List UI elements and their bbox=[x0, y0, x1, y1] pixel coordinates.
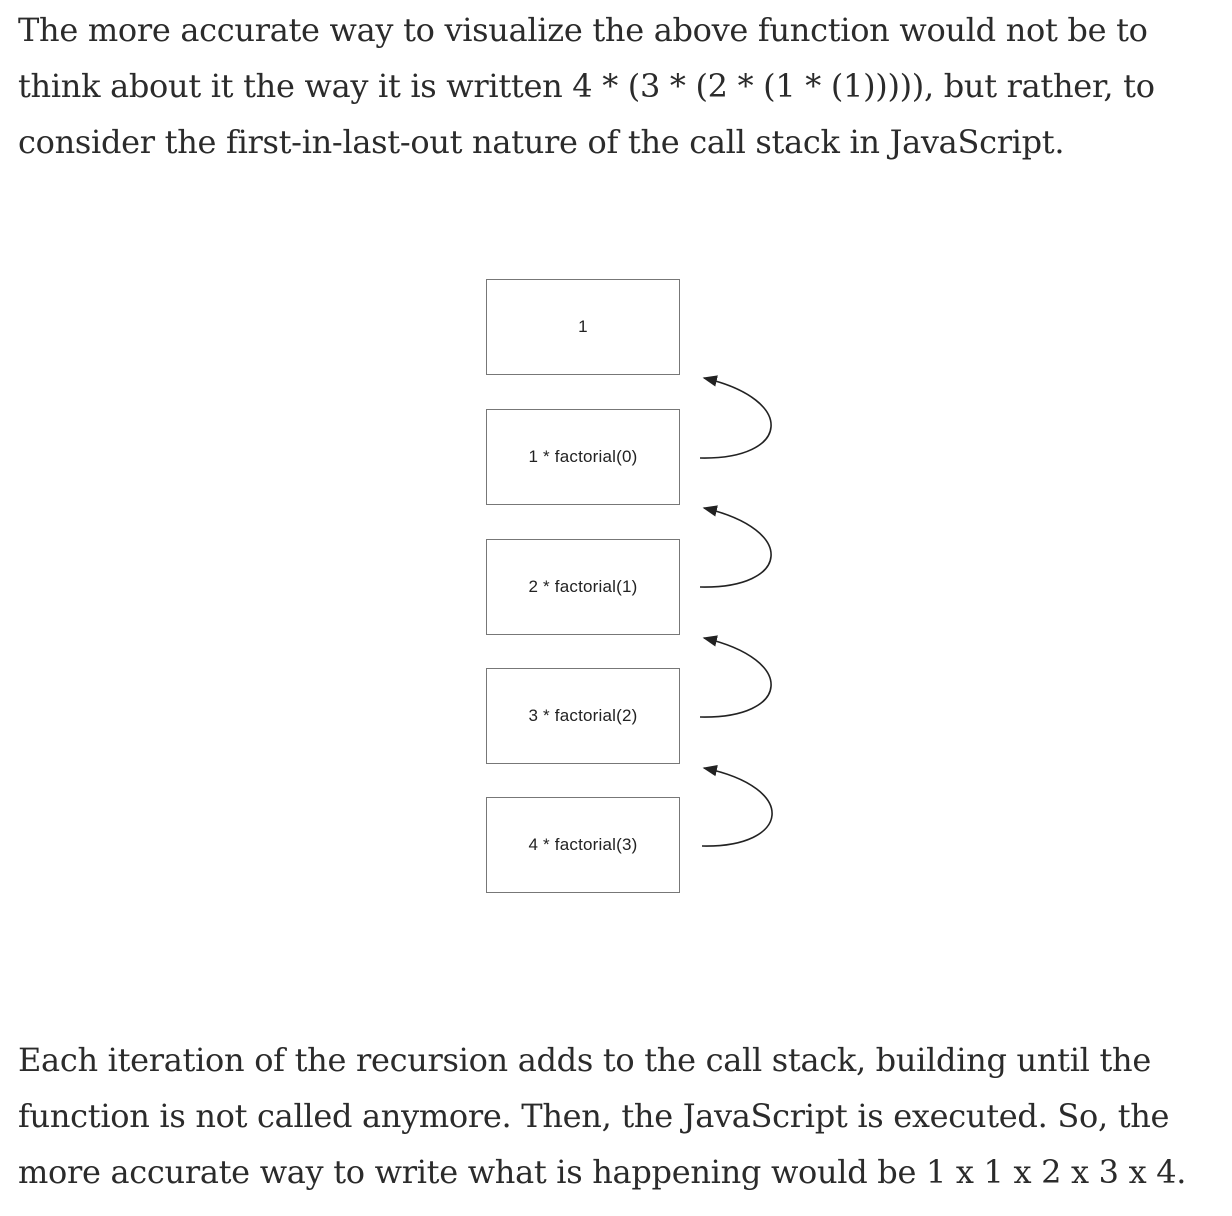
return-arrow-3-to-2 bbox=[700, 638, 771, 717]
conclusion-paragraph: Each iteration of the recursion adds to … bbox=[18, 1032, 1218, 1200]
return-arrow-4-to-3 bbox=[702, 768, 772, 846]
stack-frame-1: 1 bbox=[486, 279, 680, 375]
stack-frame-factorial-0: 1 * factorial(0) bbox=[486, 409, 680, 505]
stack-frame-factorial-3: 4 * factorial(3) bbox=[486, 797, 680, 893]
intro-paragraph: The more accurate way to visualize the a… bbox=[18, 2, 1218, 170]
return-arrow-1-to-0 bbox=[700, 378, 771, 458]
return-arrow-2-to-1 bbox=[700, 508, 771, 587]
stack-frame-factorial-1: 2 * factorial(1) bbox=[486, 539, 680, 635]
stack-frame-factorial-2: 3 * factorial(2) bbox=[486, 668, 680, 764]
